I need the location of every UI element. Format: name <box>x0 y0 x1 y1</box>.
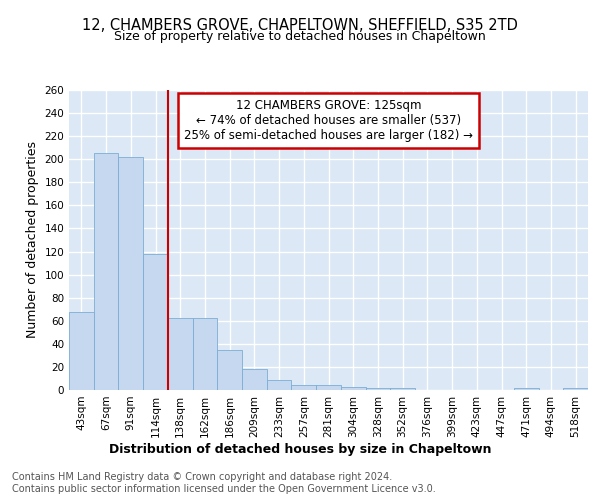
Bar <box>69 312 94 390</box>
Bar <box>316 386 341 390</box>
Bar <box>514 388 539 390</box>
Bar <box>563 388 588 390</box>
Text: 12, CHAMBERS GROVE, CHAPELTOWN, SHEFFIELD, S35 2TD: 12, CHAMBERS GROVE, CHAPELTOWN, SHEFFIEL… <box>82 18 518 32</box>
Bar <box>242 369 267 390</box>
Bar <box>365 388 390 390</box>
Bar <box>118 157 143 390</box>
Bar <box>341 386 365 390</box>
Bar <box>217 350 242 390</box>
Text: Distribution of detached houses by size in Chapeltown: Distribution of detached houses by size … <box>109 442 491 456</box>
Bar <box>143 254 168 390</box>
Text: Contains HM Land Registry data © Crown copyright and database right 2024.
Contai: Contains HM Land Registry data © Crown c… <box>12 472 436 494</box>
Bar <box>390 388 415 390</box>
Text: Size of property relative to detached houses in Chapeltown: Size of property relative to detached ho… <box>114 30 486 43</box>
Bar <box>168 318 193 390</box>
Bar <box>94 154 118 390</box>
Y-axis label: Number of detached properties: Number of detached properties <box>26 142 39 338</box>
Text: 12 CHAMBERS GROVE: 125sqm
← 74% of detached houses are smaller (537)
25% of semi: 12 CHAMBERS GROVE: 125sqm ← 74% of detac… <box>184 99 473 142</box>
Bar <box>193 318 217 390</box>
Bar <box>292 386 316 390</box>
Bar <box>267 380 292 390</box>
